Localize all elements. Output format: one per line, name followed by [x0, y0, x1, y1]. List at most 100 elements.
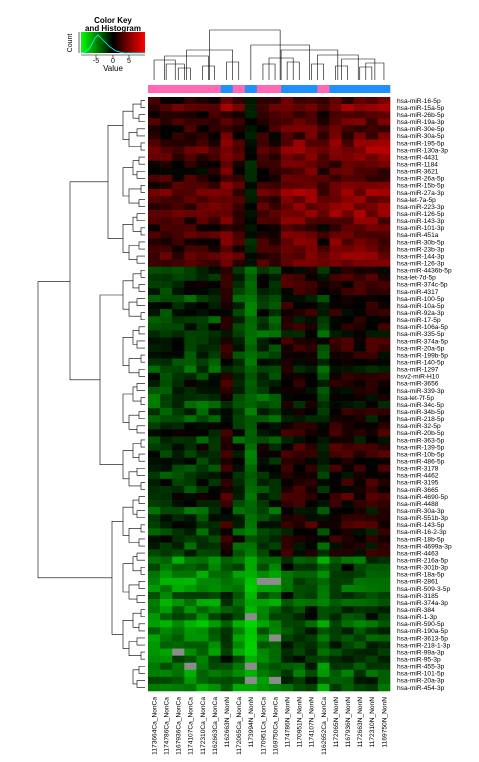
group-bar-1172065ca-nonca: [232, 85, 246, 93]
heatmap-cell: [281, 478, 294, 487]
heatmap-cell: [148, 273, 161, 282]
heatmap-cell: [172, 584, 185, 593]
heatmap-cell: [341, 563, 354, 572]
heatmap-cell: [329, 528, 342, 536]
heatmap-cell: [196, 415, 209, 423]
heatmap-cell: [256, 302, 270, 310]
heatmap-cell: [244, 302, 258, 310]
heatmap-cell: [329, 457, 342, 466]
heatmap-cell: [196, 160, 209, 169]
heatmap-cell: [256, 683, 270, 692]
heatmap-cell: [196, 648, 209, 656]
heatmap-cell: [148, 485, 161, 494]
heatmap-cell: [353, 146, 367, 154]
row-label-hsa-mir-335-5p: hsa-miR-335-5p: [397, 331, 445, 338]
heatmap-cell: [220, 224, 233, 232]
heatmap-cell: [365, 104, 379, 112]
heatmap-cell: [208, 500, 221, 508]
heatmap-cell: [341, 111, 354, 119]
heatmap-cell: [160, 302, 173, 310]
heatmap-cell: [220, 599, 233, 607]
heatmap-cell: [269, 97, 282, 105]
heatmap-cell: [365, 648, 379, 656]
heatmap-cell: [317, 542, 330, 550]
heatmap-cell: [172, 634, 185, 642]
heatmap-cell: [232, 535, 246, 543]
heatmap-cell: [148, 606, 161, 614]
heatmap-cell: [329, 295, 342, 303]
heatmap-cell: [256, 252, 270, 260]
heatmap-cell: [196, 245, 209, 253]
heatmap-cell: [256, 316, 270, 324]
heatmap-cell: [377, 104, 391, 112]
heatmap-cell: [244, 344, 258, 352]
heatmap-cell: [341, 648, 354, 656]
heatmap-cell: [329, 570, 342, 579]
heatmap-cell: [353, 641, 367, 649]
heatmap-cell: [196, 478, 209, 487]
heatmap-cell: [196, 287, 209, 296]
heatmap-cell: [293, 132, 306, 140]
heatmap-cell: [148, 422, 161, 430]
heatmap-cell: [353, 302, 367, 310]
heatmap-cell: [232, 422, 246, 430]
heatmap-cell: [377, 542, 391, 550]
heatmap-cell: [329, 323, 342, 331]
heatmap-cell: [196, 203, 209, 211]
heatmap-cell: [244, 500, 258, 508]
heatmap-cell: [305, 139, 318, 147]
heatmap-cell: [172, 606, 185, 614]
heatmap-cell: [377, 323, 391, 331]
heatmap-cell: [281, 139, 294, 147]
heatmap-cell: [184, 408, 197, 416]
heatmap-cell: [148, 210, 161, 218]
heatmap-cell: [232, 196, 246, 204]
row-label-hsa-mir-451a: hsa-miR-451a: [397, 232, 439, 239]
row-dendrogram-link: [138, 326, 145, 335]
heatmap-cell: [377, 132, 391, 140]
row-dendrogram-link: [122, 223, 133, 253]
row-label-hsa-mir-301b-3p: hsa-miR-301b-3p: [397, 565, 448, 572]
heatmap-cell: [281, 351, 294, 359]
column-label-1172065ca-nonca: 1172065Ca_NonCa: [236, 697, 243, 755]
row-label-hsa-mir-4699a-3p: hsa-miR-4699a-3p: [397, 543, 452, 550]
heatmap-cell: [269, 259, 282, 268]
heatmap-cell: [184, 174, 197, 183]
heatmap-cell: [148, 542, 161, 550]
heatmap-cell: [281, 132, 294, 140]
heatmap-cell: [160, 280, 173, 289]
heatmap-cell: [365, 500, 379, 508]
heatmap-cell: [232, 351, 246, 359]
heatmap-cell: [269, 280, 282, 289]
heatmap-cell: [220, 217, 233, 225]
heatmap-cell: [196, 295, 209, 303]
heatmap-cell: [196, 535, 209, 543]
heatmap-cell: [293, 309, 306, 317]
heatmap-cell: [377, 599, 391, 607]
heatmap-cell: [305, 146, 318, 154]
heatmap-cell: [148, 139, 161, 147]
row-dendrogram-link: [128, 414, 139, 430]
heatmap-cell: [160, 188, 173, 197]
heatmap-cell: [293, 500, 306, 508]
heatmap-cell: [184, 542, 197, 550]
row-dendrogram-link: [136, 170, 145, 179]
heatmap-cell: [293, 97, 306, 105]
heatmap-cell: [305, 457, 318, 466]
heatmap-cell: [365, 266, 379, 275]
heatmap-cell: [281, 217, 294, 225]
heatmap-cell: [365, 316, 379, 324]
heatmap-cell: [293, 514, 306, 522]
heatmap-cell: [184, 535, 197, 543]
heatmap-cell: [244, 139, 258, 147]
heatmap-cell: [232, 132, 246, 140]
heatmap-cell: [377, 273, 391, 282]
heatmap-cell: [329, 669, 342, 678]
heatmap-cell: [317, 507, 330, 515]
heatmap-cell: [353, 493, 367, 501]
heatmap-cell: [160, 563, 173, 572]
heatmap-cell: [196, 577, 209, 586]
heatmap-cell: [353, 252, 367, 260]
heatmap-cell: [244, 401, 258, 409]
heatmap-cell: [244, 188, 258, 197]
